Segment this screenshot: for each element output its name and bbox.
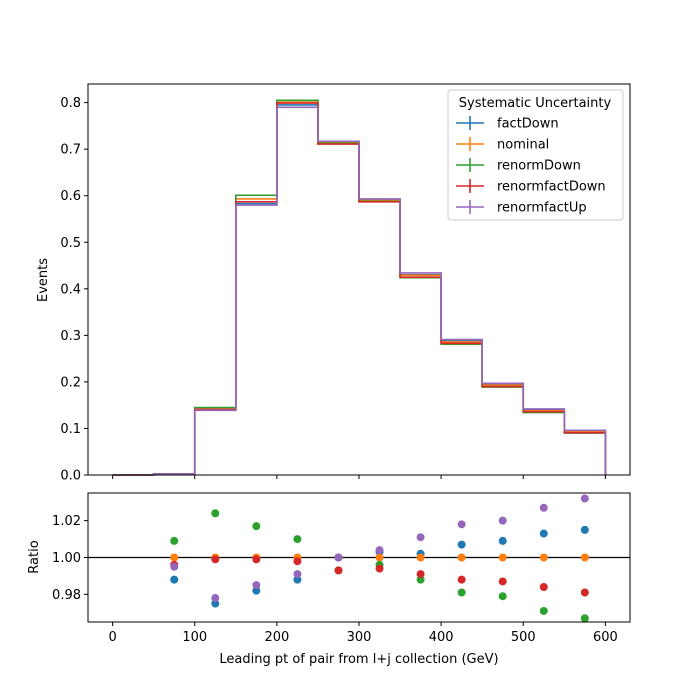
top-y-ticks: 0.0 0.1 0.2 0.3 0.4 0.5 0.6 0.7 0.8 bbox=[60, 96, 88, 484]
ratio-point-renormfactDown bbox=[498, 577, 507, 586]
top-y-tick-label: 0.6 bbox=[60, 189, 81, 204]
ratio-point-renormfactDown bbox=[375, 564, 384, 573]
ratio-point-renormfactDown bbox=[416, 570, 425, 579]
legend-label: renormfactUp bbox=[497, 201, 587, 216]
legend-items: factDown nominal renormDown renormfactDown r… bbox=[456, 116, 606, 216]
x-tick-label: 200 bbox=[264, 630, 289, 645]
top-y-tick-label: 0.3 bbox=[60, 329, 81, 344]
top-x-ticks bbox=[112, 475, 606, 479]
series-line-renormfactUp bbox=[112, 106, 607, 476]
bottom-y-tick-label: 0.98 bbox=[52, 588, 81, 603]
legend-item-nominal: nominal bbox=[456, 137, 549, 153]
ratio-point-renormfactUp bbox=[416, 533, 425, 542]
x-tick-label: 500 bbox=[511, 630, 536, 645]
bottom-y-tick-label: 1.02 bbox=[52, 514, 81, 529]
ratio-point-renormfactDown bbox=[293, 557, 302, 566]
ratio-point-renormfactDown bbox=[252, 555, 261, 564]
ratio-point-factDown bbox=[539, 529, 548, 538]
legend-label: factDown bbox=[497, 117, 559, 132]
top-y-axis-label: Events bbox=[36, 258, 51, 302]
legend-box bbox=[447, 89, 624, 221]
ratio-point-renormfactUp bbox=[498, 516, 507, 525]
ratio-point-nominal bbox=[498, 553, 507, 562]
ratio-point-renormDown bbox=[416, 575, 425, 584]
ratio-point-renormfactUp bbox=[375, 546, 384, 555]
ratio-point-renormDown bbox=[580, 614, 589, 623]
ratio-point-renormDown bbox=[170, 536, 179, 545]
ratio-point-factDown bbox=[211, 599, 220, 608]
ratio-point-renormDown bbox=[539, 606, 548, 615]
ratio-point-renormfactDown bbox=[334, 566, 343, 575]
legend: Systematic Uncertainty factDown nominal re… bbox=[447, 89, 624, 221]
histogram-lines bbox=[112, 99, 607, 476]
top-y-tick-label: 0.7 bbox=[60, 143, 81, 158]
ratio-point-renormDown bbox=[252, 522, 261, 531]
legend-label: renormDown bbox=[497, 159, 581, 174]
x-tick-label: 100 bbox=[182, 630, 207, 645]
ratio-points bbox=[170, 494, 589, 623]
ratio-point-renormfactDown bbox=[539, 582, 548, 591]
top-y-tick-label: 0.2 bbox=[60, 375, 81, 390]
ratio-point-renormDown bbox=[457, 588, 466, 597]
ratio-point-factDown bbox=[293, 575, 302, 584]
ratio-point-renormfactUp bbox=[211, 594, 220, 603]
x-tick-label: 300 bbox=[347, 630, 372, 645]
top-panel: 0.0 0.1 0.2 0.3 0.4 0.5 0.6 0.7 0.8 Events Syste… bbox=[36, 83, 631, 484]
ratio-point-renormfactUp bbox=[334, 553, 343, 562]
ratio-point-factDown bbox=[252, 586, 261, 595]
ratio-point-factDown bbox=[457, 540, 466, 549]
ratio-point-renormfactDown bbox=[457, 575, 466, 584]
ratio-point-renormfactUp bbox=[580, 494, 589, 503]
ratio-point-factDown bbox=[498, 536, 507, 545]
top-y-tick-label: 0.0 bbox=[60, 469, 81, 484]
x-tick-label: 400 bbox=[429, 630, 454, 645]
ratio-point-renormfactUp bbox=[293, 570, 302, 579]
ratio-point-renormDown bbox=[211, 509, 220, 518]
bottom-y-axis-label: Ratio bbox=[27, 540, 42, 573]
ratio-point-nominal bbox=[580, 553, 589, 562]
legend-label: renormfactDown bbox=[497, 180, 606, 195]
ratio-point-renormfactDown bbox=[580, 588, 589, 597]
legend-item-renormfactDown: renormfactDown bbox=[456, 179, 606, 195]
top-y-tick-label: 0.4 bbox=[60, 282, 81, 297]
ratio-point-renormfactUp bbox=[252, 581, 261, 590]
ratio-point-factDown bbox=[170, 575, 179, 584]
ratio-point-renormfactDown bbox=[211, 555, 220, 564]
bottom-x-ticks: 0 100 200 300 400 500 600 bbox=[108, 622, 618, 645]
series-line-renormfactDown bbox=[112, 102, 607, 476]
ratio-point-factDown bbox=[580, 525, 589, 534]
legend-title: Systematic Uncertainty bbox=[459, 96, 612, 111]
x-tick-label: 0 bbox=[108, 630, 116, 645]
ratio-point-nominal bbox=[457, 553, 466, 562]
top-y-tick-label: 0.8 bbox=[60, 96, 81, 111]
ratio-point-renormfactUp bbox=[170, 562, 179, 571]
legend-item-renormfactUp: renormfactUp bbox=[456, 200, 587, 216]
bottom-y-ticks: 0.98 1.00 1.02 bbox=[52, 514, 88, 603]
top-y-tick-label: 0.5 bbox=[60, 236, 81, 251]
ratio-point-renormDown bbox=[293, 535, 302, 544]
x-tick-label: 600 bbox=[593, 630, 618, 645]
ratio-point-renormfactUp bbox=[457, 520, 466, 529]
legend-label: nominal bbox=[497, 138, 549, 153]
ratio-point-nominal bbox=[539, 553, 548, 562]
top-y-tick-label: 0.1 bbox=[60, 422, 81, 437]
ratio-point-nominal bbox=[170, 553, 179, 562]
ratio-point-renormfactUp bbox=[539, 503, 548, 512]
ratio-point-nominal bbox=[375, 553, 384, 562]
ratio-point-nominal bbox=[416, 553, 425, 562]
bottom-panel: 0.98 1.00 1.02 0 100 200 300 400 500 600 Ratio L… bbox=[27, 492, 631, 667]
bottom-y-tick-label: 1.00 bbox=[52, 551, 81, 566]
legend-item-renormDown: renormDown bbox=[456, 158, 581, 174]
ratio-point-renormDown bbox=[498, 592, 507, 601]
legend-item-factDown: factDown bbox=[456, 116, 559, 132]
x-axis-label: Leading pt of pair from l+j collection (… bbox=[219, 652, 498, 667]
